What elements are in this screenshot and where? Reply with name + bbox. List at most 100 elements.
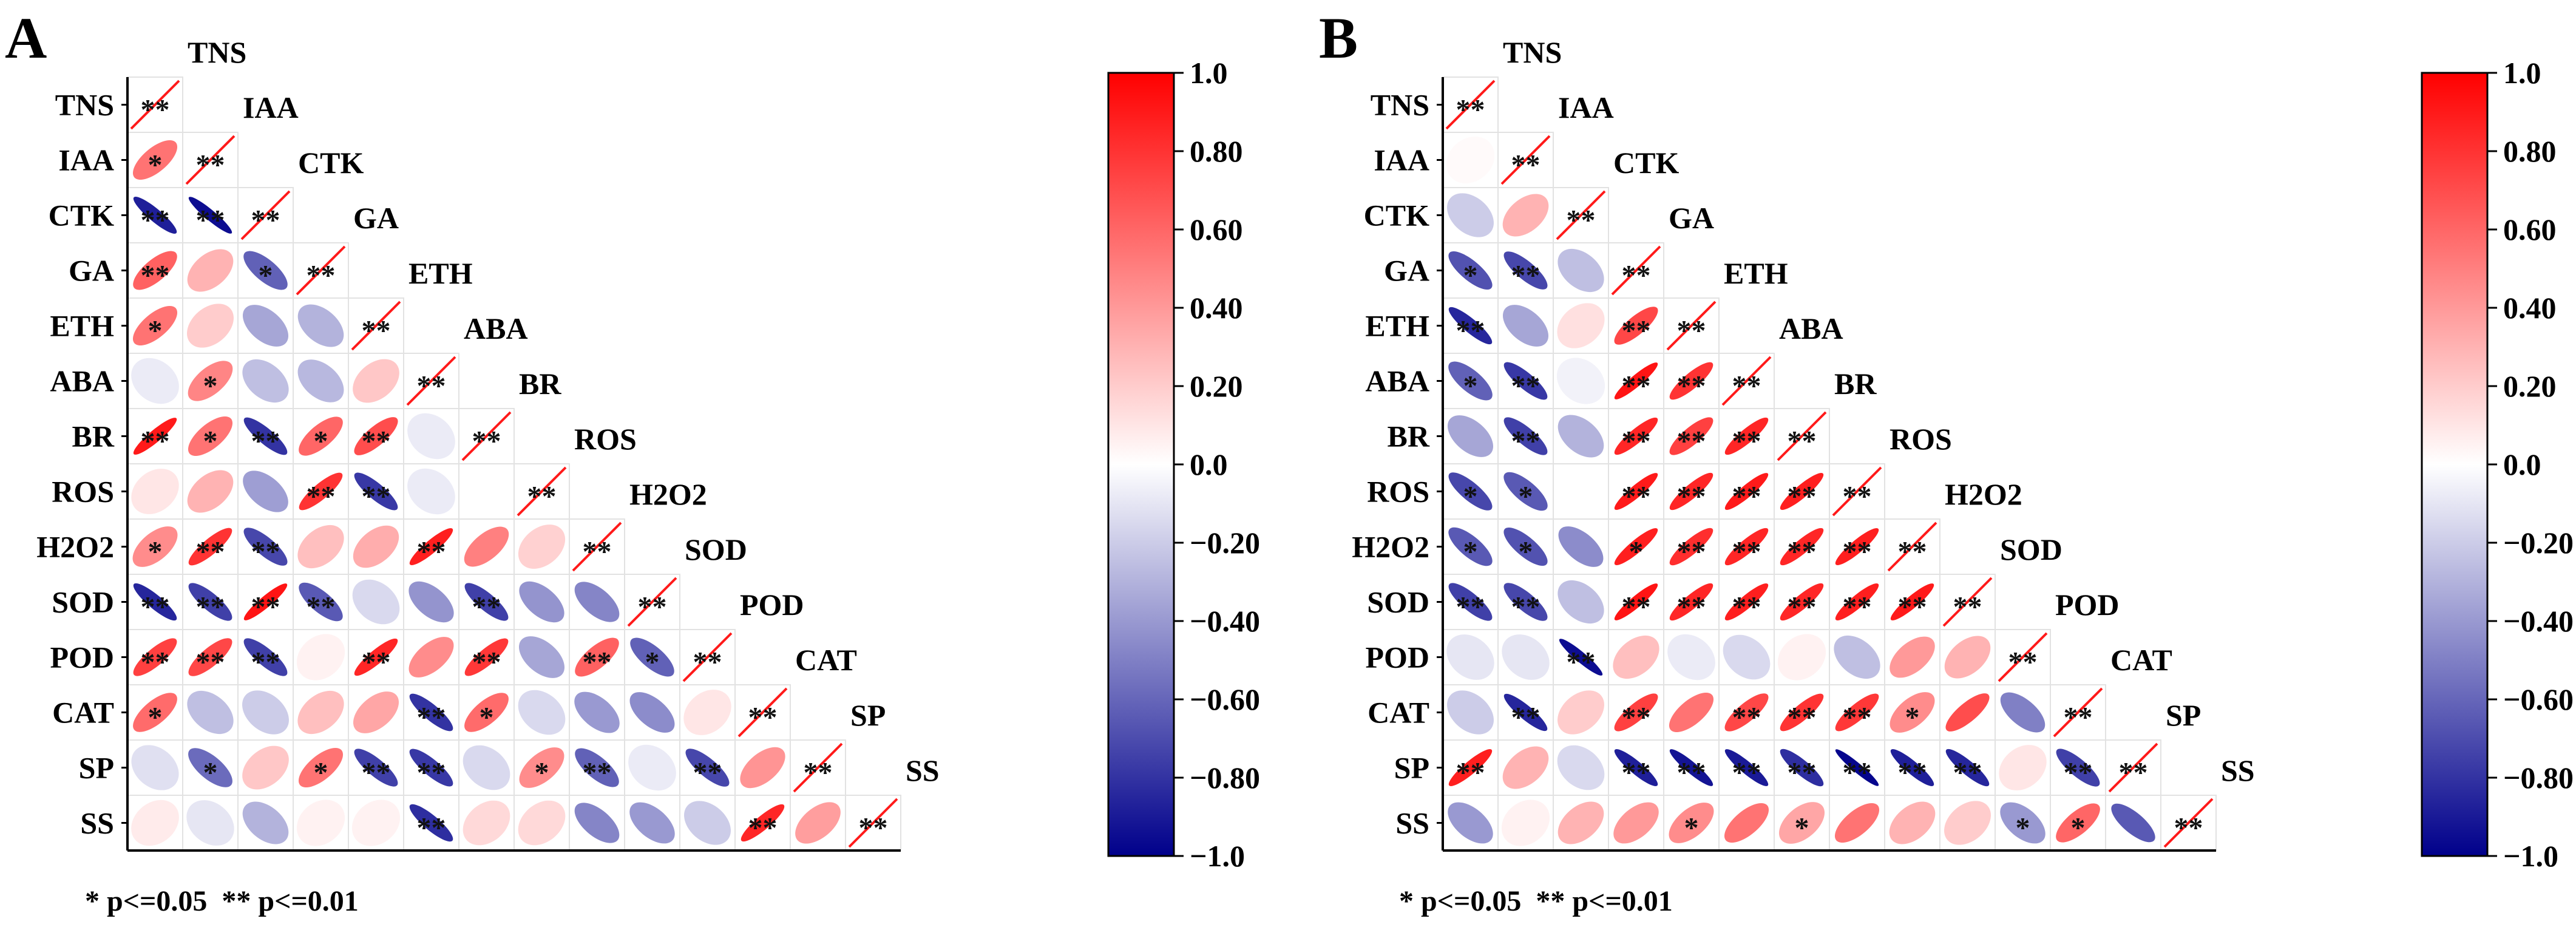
colorbar-tick-label: −0.80 (1190, 761, 1260, 795)
diagonal-label: TNS (188, 35, 246, 69)
significance-mark: ** (1953, 757, 1982, 789)
correlation-ellipse (243, 470, 288, 512)
diagonal-label: SS (906, 753, 940, 787)
row-label: ABA (50, 364, 114, 398)
row-label: IAA (58, 143, 114, 177)
correlation-ellipse (132, 305, 178, 346)
colorbar-tick-label: 0.80 (1190, 134, 1243, 168)
correlation-ellipse (1780, 749, 1824, 787)
row-label: GA (69, 254, 114, 288)
significance-mark: ** (1622, 260, 1651, 292)
significance-mark: * (1684, 812, 1699, 844)
correlation-ellipse (1502, 194, 1549, 237)
row-label: SOD (1367, 585, 1429, 619)
significance-mark: ** (196, 205, 225, 237)
correlation-ellipse (1557, 580, 1604, 624)
significance-mark: * (314, 426, 328, 458)
correlation-ellipse (464, 693, 509, 732)
panel-A: ATNSIAACTKGAETHABABRROSH2O2SODPODCATSPSS… (5, 5, 1260, 917)
significance-mark: * (2016, 812, 2030, 844)
colorbar (1107, 72, 1175, 857)
significance-mark: ** (1843, 757, 1872, 789)
correlation-ellipse (1778, 802, 1825, 844)
significance-mark: ** (362, 426, 391, 458)
correlation-ellipse (407, 413, 455, 460)
correlation-ellipse (518, 800, 566, 846)
diagonal-mark (737, 687, 788, 738)
significance-mark: ** (1456, 757, 1485, 789)
correlation-ellipse (188, 638, 232, 676)
correlation-ellipse (298, 747, 344, 788)
diagonal-mark (2108, 742, 2158, 793)
significance-mark: ** (1732, 702, 1761, 734)
row-label: H2O2 (36, 530, 114, 564)
significance-mark: ** (1843, 481, 1872, 513)
significance-mark: ** (141, 205, 170, 237)
correlation-ellipse (1724, 693, 1769, 732)
correlation-ellipse (409, 528, 453, 566)
correlation-ellipse (188, 197, 232, 234)
correlation-ellipse (297, 525, 344, 569)
correlation-ellipse (463, 800, 510, 846)
colorbar-tick-label: 0.40 (2503, 291, 2557, 325)
significance-mark: ** (1677, 591, 1706, 623)
correlation-ellipse (1999, 745, 2047, 790)
colorbar-tick-label: 0.40 (1190, 291, 1243, 325)
row-label: ROS (1367, 475, 1429, 509)
significance-mark: * (148, 536, 163, 568)
correlation-ellipse (409, 693, 453, 732)
significance-mark: * (203, 426, 218, 458)
significance-mark: ** (362, 315, 391, 347)
significance-mark: ** (1456, 315, 1485, 347)
correlation-ellipse (629, 802, 675, 844)
significance-mark: ** (1732, 481, 1761, 513)
significance-mark: ** (1677, 757, 1706, 789)
diagonal-label: BR (1834, 367, 1877, 401)
colorbar-tick-label: 1.0 (1190, 56, 1228, 90)
significance-mark: * (148, 315, 163, 347)
significance-mark: ** (583, 757, 612, 789)
row-label: ABA (1365, 364, 1429, 398)
correlation-ellipse (1669, 417, 1713, 455)
correlation-ellipse (1944, 636, 1991, 679)
correlation-ellipse (519, 581, 564, 623)
diagonal-mark (1887, 521, 1937, 572)
correlation-ellipse (1890, 749, 1934, 787)
correlation-ellipse (1724, 473, 1769, 510)
correlation-ellipse (297, 304, 344, 347)
significance-mark: ** (1732, 591, 1761, 623)
correlation-ellipse (1669, 528, 1713, 566)
significance-mark: ** (1622, 591, 1651, 623)
correlation-ellipse (299, 472, 343, 511)
correlation-ellipse (242, 745, 289, 790)
significance-mark: ** (307, 591, 336, 623)
significance-mark: * (480, 702, 494, 734)
row-label: SOD (52, 585, 114, 619)
correlation-ellipse (1557, 801, 1604, 844)
significance-mark: ** (251, 205, 280, 237)
correlation-ellipse (1503, 362, 1548, 400)
diagonal-label: ABA (464, 311, 528, 345)
correlation-ellipse (1724, 749, 1769, 786)
correlation-ellipse (242, 690, 289, 735)
correlation-ellipse (518, 525, 566, 569)
row-label: ETH (50, 309, 114, 343)
significance-mark: ** (251, 426, 280, 458)
correlation-ellipse (409, 749, 453, 787)
colorbar-tick-label: 0.0 (2503, 447, 2541, 481)
significance-mark: ** (196, 591, 225, 623)
correlation-ellipse (1446, 634, 1494, 680)
correlation-ellipse (1556, 467, 1605, 515)
significance-mark: ** (251, 536, 280, 568)
significance-mark: ** (1511, 591, 1541, 623)
correlation-ellipse (1945, 749, 1990, 787)
correlation-ellipse (1448, 527, 1493, 566)
significance-mark: ** (583, 536, 612, 568)
diagonal-mark (130, 80, 180, 130)
correlation-ellipse (131, 800, 179, 846)
correlation-ellipse (462, 467, 511, 515)
significance-mark: ** (1788, 702, 1817, 734)
correlation-ellipse (132, 526, 178, 567)
correlation-ellipse (1557, 248, 1604, 293)
